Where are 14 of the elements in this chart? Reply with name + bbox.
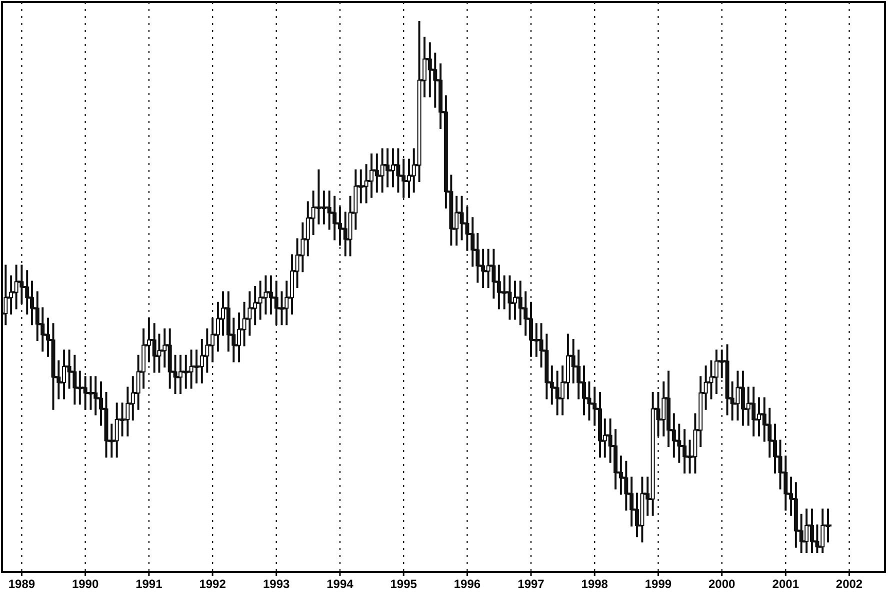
x-tick-label: 1999 (644, 577, 672, 591)
x-tick-label: 1996 (454, 577, 481, 591)
x-tick-label: 1998 (581, 577, 608, 591)
x-tick-label: 1990 (72, 577, 99, 591)
x-tick-label: 1991 (136, 577, 163, 591)
x-tick-label: 1997 (518, 577, 545, 591)
x-tick-label: 1993 (262, 577, 290, 591)
x-tick-label: 2001 (772, 577, 800, 591)
x-tick-label: 1994 (326, 577, 354, 591)
x-tick-label: 2002 (836, 577, 863, 591)
x-tick-label: 2000 (708, 577, 736, 591)
x-tick-label: 1995 (390, 577, 418, 591)
x-tick-label: 1989 (8, 577, 36, 591)
x-tick-label: 1992 (199, 577, 226, 591)
